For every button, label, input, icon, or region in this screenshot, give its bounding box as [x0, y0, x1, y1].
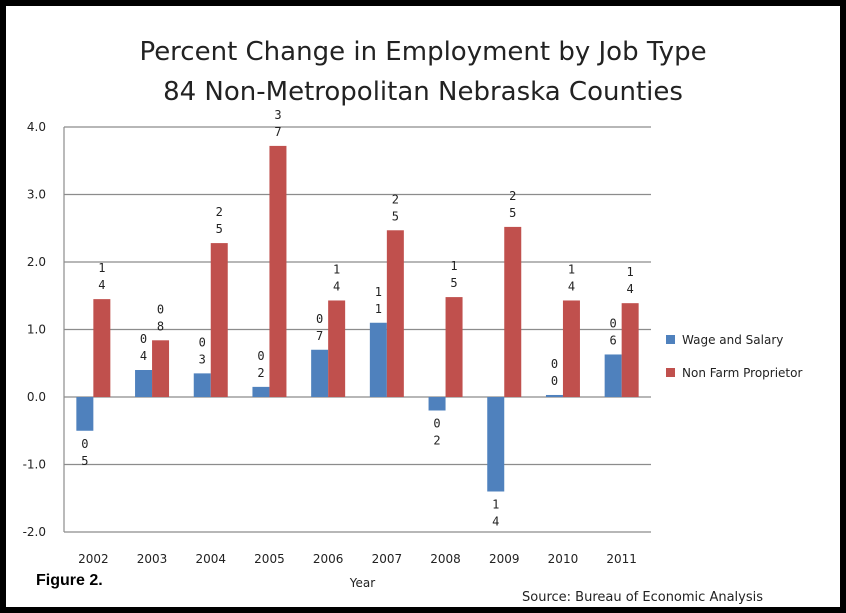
data-label: 1 — [568, 262, 575, 276]
data-label: 5 — [509, 206, 516, 220]
data-label: 1 — [492, 498, 499, 512]
data-label: 0 — [551, 374, 558, 388]
data-label: 5 — [450, 276, 457, 290]
x-axis-title: Year — [349, 576, 375, 590]
x-tick-label: 2005 — [254, 552, 285, 566]
data-label: 7 — [274, 125, 281, 139]
data-label: 0 — [551, 357, 558, 371]
data-label: 1 — [375, 302, 382, 316]
x-tick-label: 2010 — [548, 552, 579, 566]
x-tick-label: 2003 — [137, 552, 168, 566]
data-label: 4 — [140, 349, 147, 363]
x-tick-label: 2002 — [78, 552, 109, 566]
bar-wage-salary — [193, 373, 211, 397]
data-label: 4 — [98, 278, 105, 292]
data-label: 1 — [98, 261, 105, 275]
data-label: 2 — [509, 189, 516, 203]
legend-swatch — [666, 368, 675, 377]
data-label: 3 — [274, 108, 281, 122]
data-label: 2 — [392, 192, 399, 206]
bar-non-farm-proprietor — [386, 230, 404, 397]
bar-wage-salary — [369, 322, 387, 397]
source-note: Source: Bureau of Economic Analysis — [522, 590, 764, 605]
legend-label: Non Farm Proprietor — [682, 366, 802, 380]
bar-non-farm-proprietor — [152, 340, 170, 397]
legend-swatch — [666, 335, 675, 344]
bar-wage-salary — [76, 397, 94, 431]
bar-wage-salary — [311, 349, 329, 397]
data-label: 0 — [316, 312, 323, 326]
data-label: 4 — [492, 515, 499, 529]
figure-label: Figure 2. — [36, 572, 103, 589]
data-label: 7 — [316, 329, 323, 343]
data-label: 1 — [627, 265, 634, 279]
chart-title-line-1: Percent Change in Employment by Job Type — [139, 37, 707, 67]
data-label: 0 — [257, 349, 264, 363]
bar-chart: 4.03.02.01.00.0-1.0-2.005142002040820030… — [23, 108, 803, 590]
data-label: 5 — [392, 209, 399, 223]
bar-non-farm-proprietor — [504, 226, 522, 397]
data-label: 0 — [81, 437, 88, 451]
bar-non-farm-proprietor — [93, 299, 111, 397]
chart-title: Percent Change in Employment by Job Type… — [6, 32, 840, 112]
data-label: 1 — [450, 259, 457, 273]
bar-non-farm-proprietor — [269, 145, 287, 397]
x-tick-label: 2006 — [313, 552, 344, 566]
data-label: 4 — [627, 282, 634, 296]
y-tick-label: -1.0 — [23, 458, 46, 472]
bar-wage-salary — [545, 394, 563, 397]
data-label: 0 — [610, 316, 617, 330]
data-label: 0 — [140, 332, 147, 346]
bar-non-farm-proprietor — [445, 297, 463, 397]
y-tick-label: 3.0 — [27, 188, 46, 202]
bar-non-farm-proprietor — [210, 243, 228, 397]
bar-non-farm-proprietor — [621, 303, 639, 397]
data-label: 6 — [610, 333, 617, 347]
y-tick-label: -2.0 — [23, 525, 46, 539]
bar-non-farm-proprietor — [562, 300, 580, 397]
legend-label: Wage and Salary — [682, 333, 783, 347]
bar-wage-salary — [135, 370, 153, 397]
data-label: 0 — [199, 335, 206, 349]
y-tick-label: 1.0 — [27, 323, 46, 337]
data-label: 4 — [568, 279, 575, 293]
bar-wage-salary — [604, 354, 622, 397]
data-label: 2 — [433, 434, 440, 448]
data-label: 0 — [433, 417, 440, 431]
y-tick-label: 2.0 — [27, 255, 46, 269]
data-label: 0 — [157, 302, 164, 316]
chart-title-line-2: 84 Non-Metropolitan Nebraska Counties — [163, 77, 683, 107]
x-tick-label: 2007 — [372, 552, 403, 566]
chart-panel: Percent Change in Employment by Job Type… — [6, 6, 840, 607]
x-tick-label: 2011 — [606, 552, 637, 566]
data-label: 3 — [199, 352, 206, 366]
x-tick-label: 2004 — [195, 552, 226, 566]
bar-wage-salary — [252, 386, 270, 397]
data-label: 2 — [216, 205, 223, 219]
bar-wage-salary — [487, 397, 505, 492]
bar-wage-salary — [428, 397, 446, 411]
data-label: 4 — [333, 279, 340, 293]
data-label: 5 — [81, 454, 88, 468]
data-label: 1 — [333, 262, 340, 276]
y-tick-label: 0.0 — [27, 390, 46, 404]
bar-non-farm-proprietor — [328, 300, 346, 397]
data-label: 2 — [257, 366, 264, 380]
x-tick-label: 2008 — [430, 552, 461, 566]
y-tick-label: 4.0 — [27, 120, 46, 134]
data-label: 1 — [375, 285, 382, 299]
data-label: 8 — [157, 319, 164, 333]
x-tick-label: 2009 — [489, 552, 520, 566]
data-label: 5 — [216, 222, 223, 236]
